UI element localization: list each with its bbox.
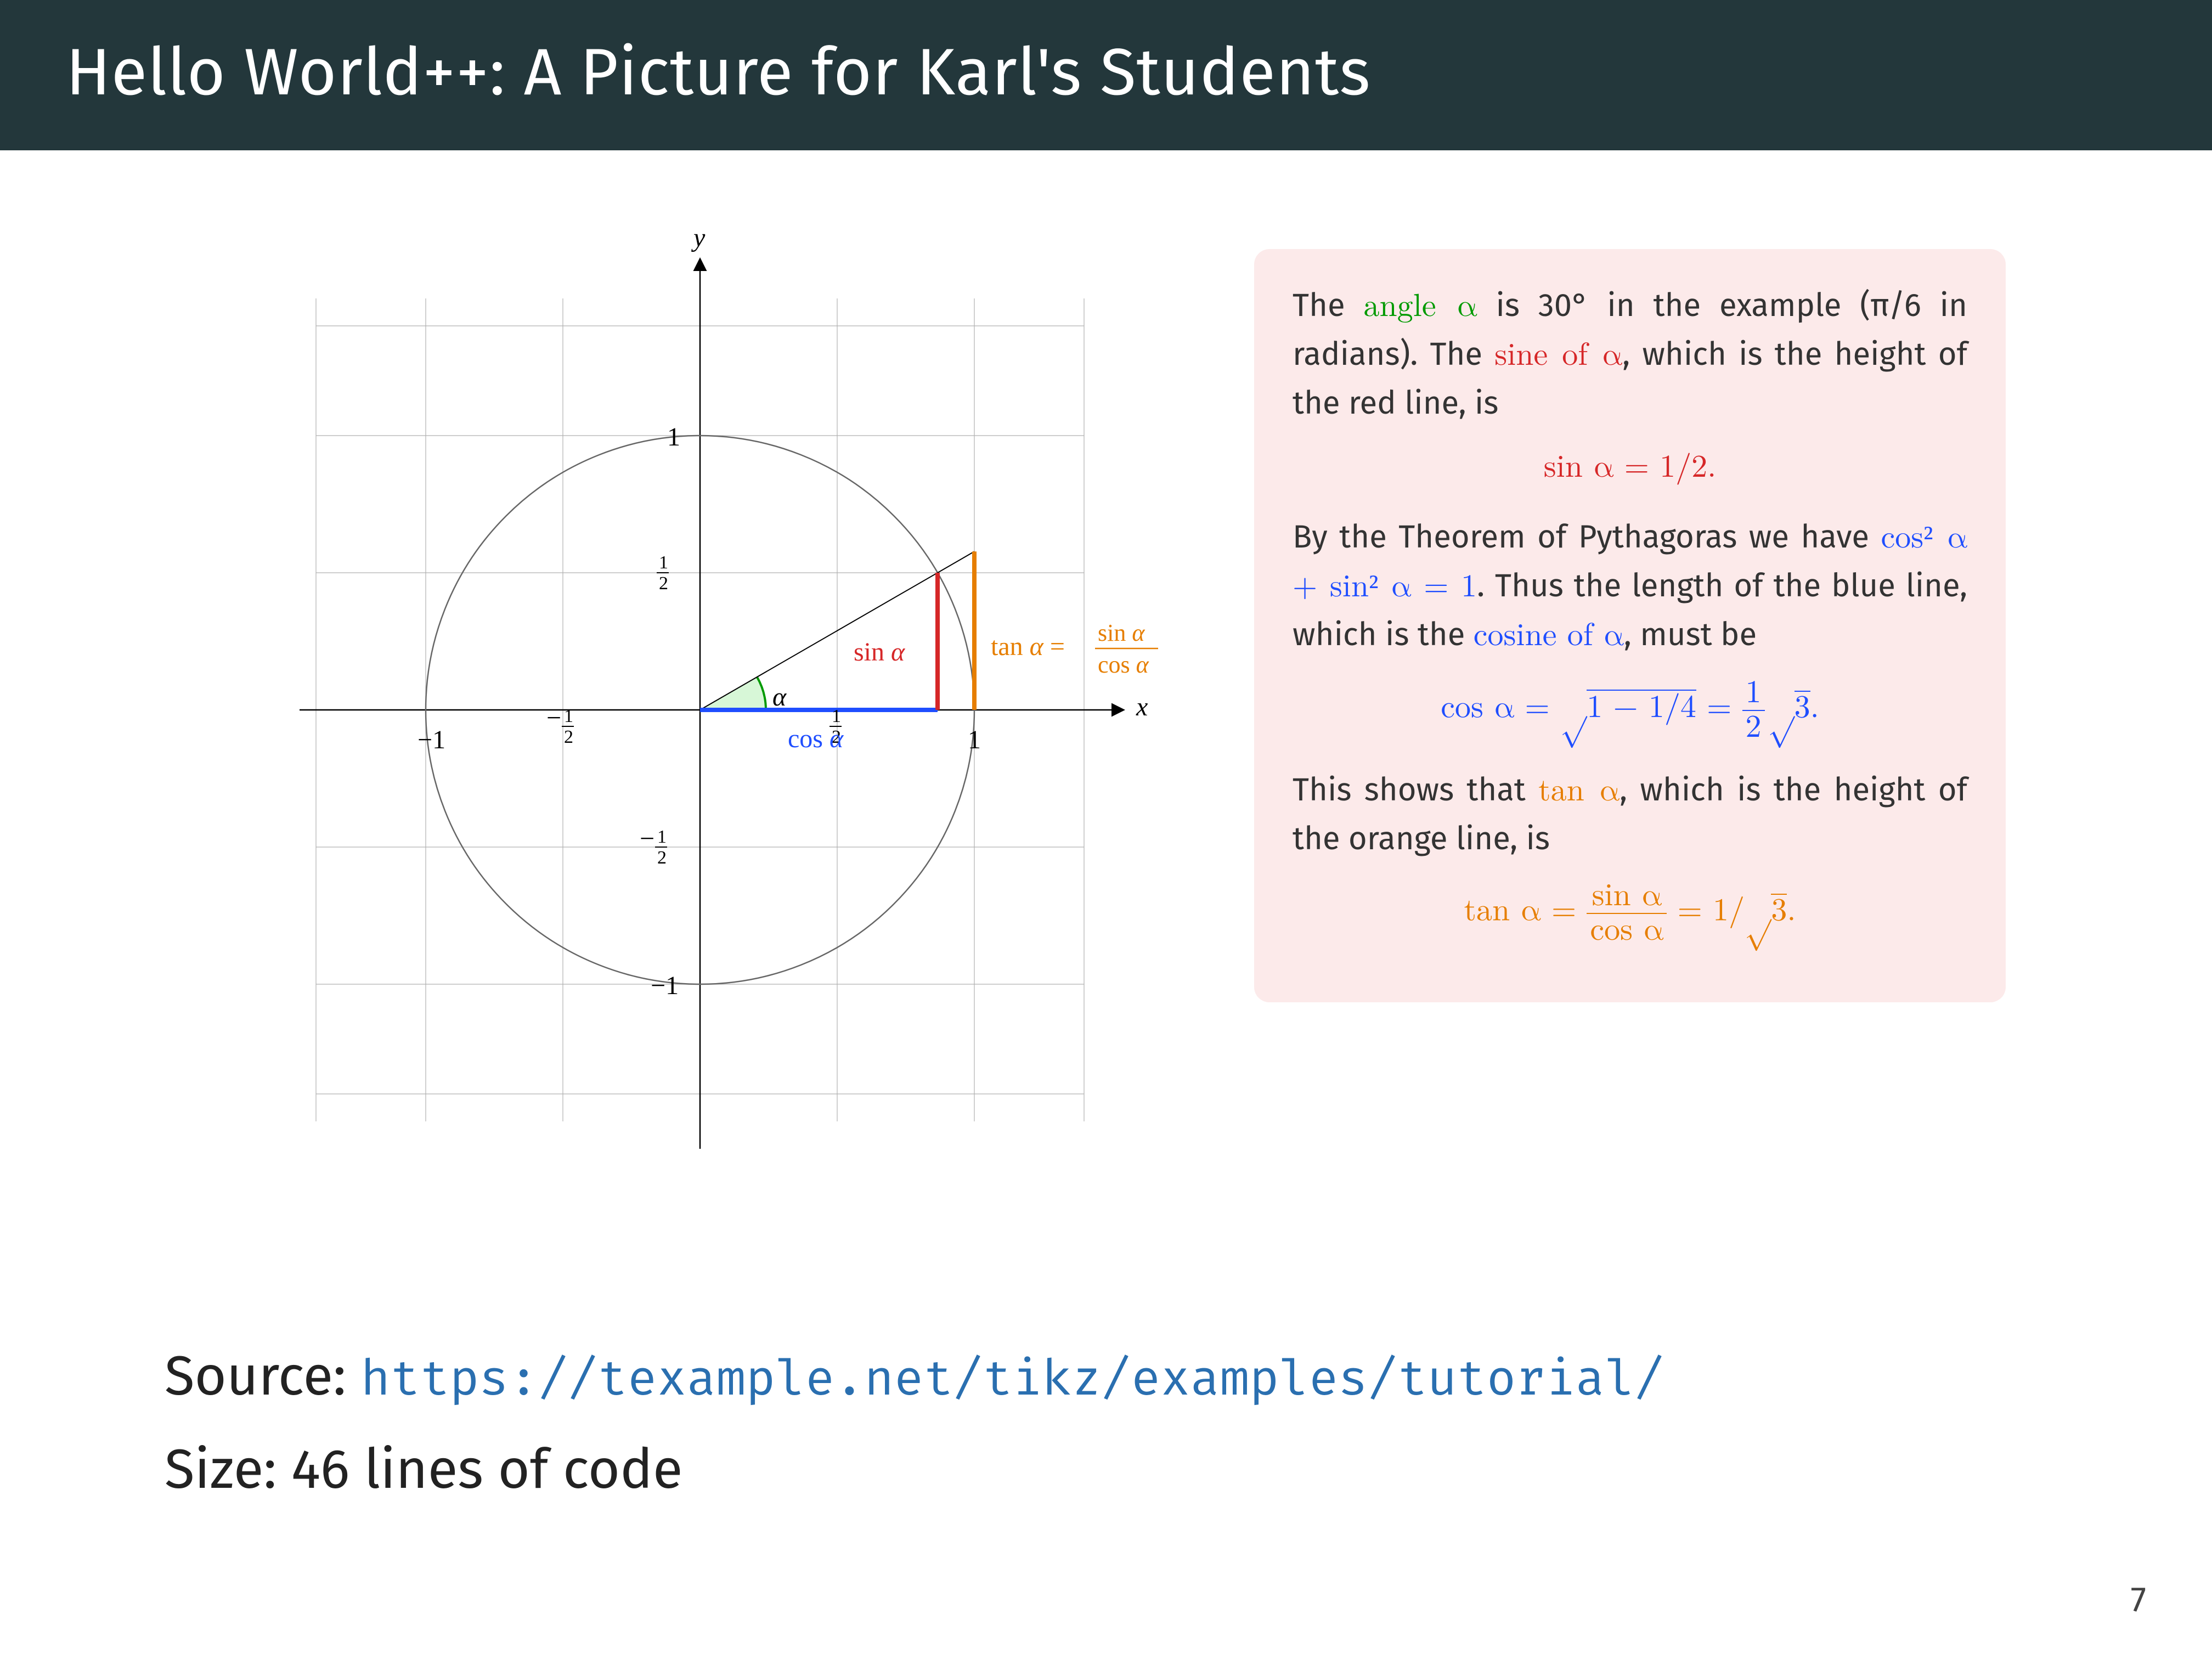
svg-text:−: − bbox=[640, 824, 654, 853]
help-tan: tan α bbox=[1538, 775, 1620, 807]
alpha-label: α bbox=[772, 682, 787, 712]
source-link[interactable]: https://texample.net/tikz/examples/tutor… bbox=[361, 1348, 1664, 1408]
eq-sin: sin α = 1/2. bbox=[1293, 444, 1967, 492]
svg-text:−1: −1 bbox=[651, 971, 679, 1000]
cos-label: cos α bbox=[788, 724, 844, 753]
help-sine: sine of α bbox=[1494, 340, 1622, 371]
source-label: Source bbox=[165, 1343, 333, 1409]
svg-text:1: 1 bbox=[968, 725, 981, 754]
slide-title: Hello World++: A Picture for Karl's Stud… bbox=[66, 33, 1370, 112]
page-number: 7 bbox=[2131, 1578, 2146, 1621]
title-bar: Hello World++: A Picture for Karl's Stud… bbox=[0, 0, 2212, 150]
source-line: Source: https://texample.net/tikz/exampl… bbox=[165, 1330, 1664, 1423]
svg-text:2: 2 bbox=[659, 573, 668, 594]
x-axis-label: x bbox=[1136, 692, 1148, 721]
svg-text:2: 2 bbox=[657, 848, 667, 868]
svg-text:1: 1 bbox=[659, 552, 668, 573]
size-label: Size bbox=[165, 1436, 263, 1503]
svg-text:−1: −1 bbox=[417, 725, 445, 754]
eq-cos: cos α = √1 − 1/4 = 12 √3. bbox=[1293, 676, 1967, 744]
help-cosine: cosine of α bbox=[1474, 620, 1624, 652]
size-value: 46 lines of code bbox=[291, 1436, 683, 1503]
figure-area: −1 −12 12 1 1 12 −12 −1 x y α bbox=[173, 216, 2039, 1259]
slide-body: −1 −12 12 1 1 12 −12 −1 x y α bbox=[0, 150, 2212, 1280]
eq-tan: tan α = sin αcos α = 1/√3. bbox=[1293, 879, 1967, 947]
help-p2-c: , must be bbox=[1624, 616, 1757, 654]
help-box: The angle α is 30° in the exam­ple (π/6 … bbox=[1254, 249, 2006, 1002]
svg-text:1: 1 bbox=[564, 706, 573, 726]
slide: Hello World++: A Picture for Karl's Stud… bbox=[0, 0, 2212, 1659]
svg-text:−: − bbox=[546, 703, 561, 732]
y-axis-label: y bbox=[691, 223, 706, 252]
help-p1-a: The bbox=[1293, 287, 1363, 325]
svg-text:1: 1 bbox=[832, 706, 841, 726]
svg-text:1: 1 bbox=[667, 422, 680, 452]
tan-label: tan α = sin α cos α bbox=[991, 619, 1158, 678]
help-angle: angle α bbox=[1363, 291, 1477, 323]
unit-circle-diagram: −1 −12 12 1 1 12 −12 −1 x y α bbox=[283, 216, 1325, 1234]
help-p3-a: This shows that bbox=[1293, 771, 1538, 809]
footer: Source: https://texample.net/tikz/exampl… bbox=[165, 1330, 1664, 1516]
help-p2-a: By the Theorem of Pythagoras we have bbox=[1293, 518, 1881, 556]
svg-text:cos α: cos α bbox=[1098, 651, 1149, 678]
svg-text:1: 1 bbox=[657, 827, 667, 847]
sin-label: sin α bbox=[854, 637, 905, 667]
svg-text:tan α =: tan α = bbox=[991, 632, 1065, 661]
svg-text:sin α: sin α bbox=[1098, 619, 1145, 646]
size-line: Size: 46 lines of code bbox=[165, 1423, 1664, 1516]
svg-text:2: 2 bbox=[564, 727, 573, 747]
